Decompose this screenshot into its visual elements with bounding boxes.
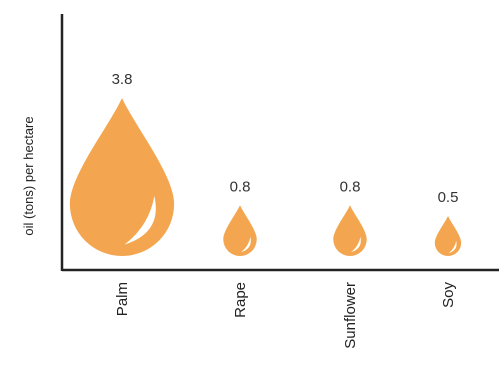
category-label-soy: Soy bbox=[440, 282, 457, 308]
drop-highlight bbox=[240, 236, 251, 253]
category-label-sunflower: Sunflower bbox=[342, 282, 359, 349]
value-label-rape: 0.8 bbox=[230, 178, 251, 195]
drop-highlight bbox=[124, 196, 156, 245]
drop-sunflower bbox=[333, 205, 367, 256]
category-label-rape: Rape bbox=[232, 282, 249, 318]
drop-rape bbox=[223, 205, 257, 256]
y-axis-label: oil (tons) per hectare bbox=[21, 116, 36, 235]
drop-highlight bbox=[448, 240, 457, 254]
drop-soy bbox=[434, 216, 462, 257]
drop-palm bbox=[69, 98, 175, 256]
value-label-soy: 0.5 bbox=[438, 189, 459, 206]
value-label-sunflower: 0.8 bbox=[340, 178, 361, 195]
value-label-palm: 3.8 bbox=[112, 71, 133, 88]
category-label-palm: Palm bbox=[114, 282, 131, 316]
drop-highlight bbox=[350, 236, 361, 253]
